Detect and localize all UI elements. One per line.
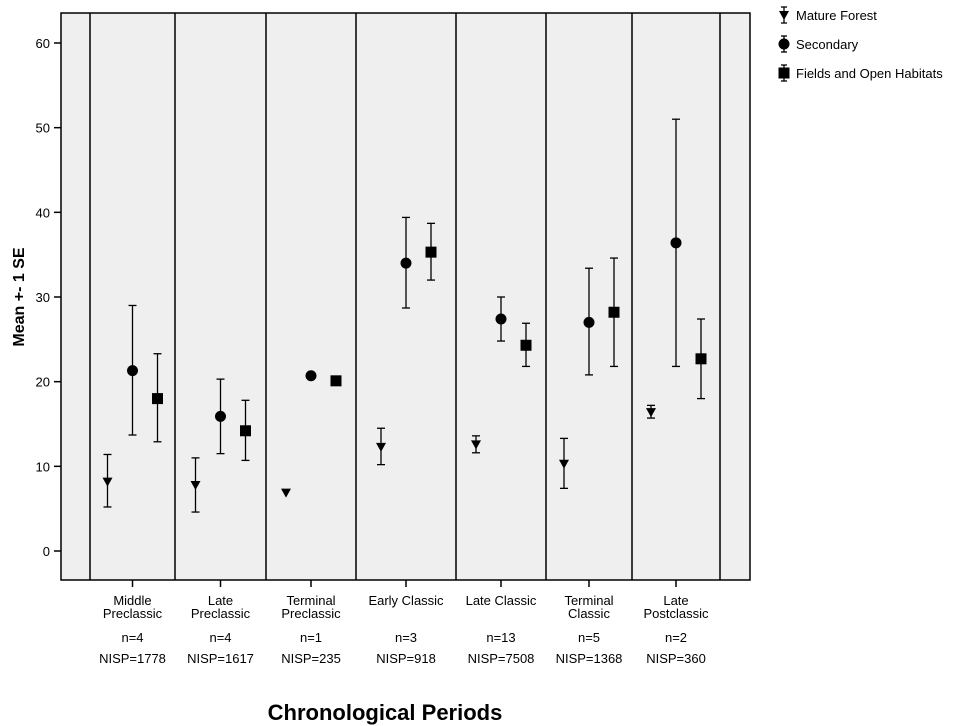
circle-point [215, 410, 226, 422]
category-name: Late [208, 593, 233, 608]
triangle-down-point [281, 488, 291, 498]
circle-point [127, 365, 138, 377]
circle-point [583, 316, 595, 328]
category-nisp: NISP=1778 [99, 651, 166, 666]
category-name: Preclassic [103, 606, 163, 621]
category-name: Classic [568, 606, 610, 621]
y-tick-label: 10 [36, 459, 50, 474]
category-nisp: NISP=1617 [187, 651, 254, 666]
category-n: n=4 [209, 630, 231, 645]
square-point [152, 393, 163, 405]
circle-point [670, 237, 682, 249]
category-name: Terminal [286, 593, 335, 608]
y-tick-label: 60 [36, 36, 50, 51]
category-n: n=1 [300, 630, 322, 645]
category-n: n=13 [486, 630, 515, 645]
triangle-down-point [646, 408, 656, 418]
y-tick-label: 0 [43, 544, 50, 559]
square-point [330, 375, 342, 387]
category-name: Middle [113, 593, 151, 608]
y-axis-title: Mean +- 1 SE [11, 247, 28, 346]
category-name: Preclassic [281, 606, 341, 621]
category-name: Early Classic [368, 593, 444, 608]
square-point [425, 246, 437, 258]
y-tick-label: 50 [36, 121, 50, 136]
legend-label: Fields and Open Habitats [796, 66, 943, 81]
circle-point [495, 313, 507, 325]
legend-circle-icon [778, 38, 790, 50]
category-n: n=3 [395, 630, 417, 645]
data-marks [102, 118, 707, 513]
legend-label: Mature Forest [796, 8, 877, 23]
y-tick-label: 40 [36, 205, 50, 220]
square-point [608, 306, 620, 318]
circle-point [400, 257, 412, 269]
y-tick-label: 20 [36, 375, 50, 390]
legend-label: Secondary [796, 37, 859, 52]
category-labels: MiddlePreclassicn=4NISP=1778LatePreclass… [99, 580, 709, 666]
category-nisp: NISP=235 [281, 651, 341, 666]
category-name: Preclassic [191, 606, 251, 621]
square-point [240, 425, 251, 437]
triangle-down-point [190, 480, 201, 490]
legend-triangle-down-icon [779, 11, 789, 20]
category-name: Terminal [564, 593, 613, 608]
y-tick-label: 30 [36, 290, 50, 305]
category-n: n=2 [665, 630, 687, 645]
category-name: Late [663, 593, 688, 608]
x-axis-title: Chronological Periods [268, 700, 503, 725]
category-name: Postclassic [643, 606, 709, 621]
category-n: n=4 [121, 630, 143, 645]
category-nisp: NISP=7508 [468, 651, 535, 666]
triangle-down-point [471, 440, 481, 450]
triangle-down-point [102, 477, 113, 487]
category-nisp: NISP=360 [646, 651, 706, 666]
triangle-down-point [376, 442, 386, 452]
triangle-down-point [559, 459, 569, 469]
square-point [695, 353, 707, 365]
category-nisp: NISP=918 [376, 651, 436, 666]
legend: Mature Forest Secondary Fields and Open Ha… [778, 6, 943, 82]
category-nisp: NISP=1368 [556, 651, 623, 666]
square-point [520, 339, 532, 351]
circle-point [305, 370, 317, 382]
period-separators [89, 13, 721, 580]
y-axis: 0 10 20 30 40 50 60 [36, 36, 61, 559]
category-name: Late Classic [466, 593, 537, 608]
category-n: n=5 [578, 630, 600, 645]
legend-square-icon [778, 67, 790, 79]
